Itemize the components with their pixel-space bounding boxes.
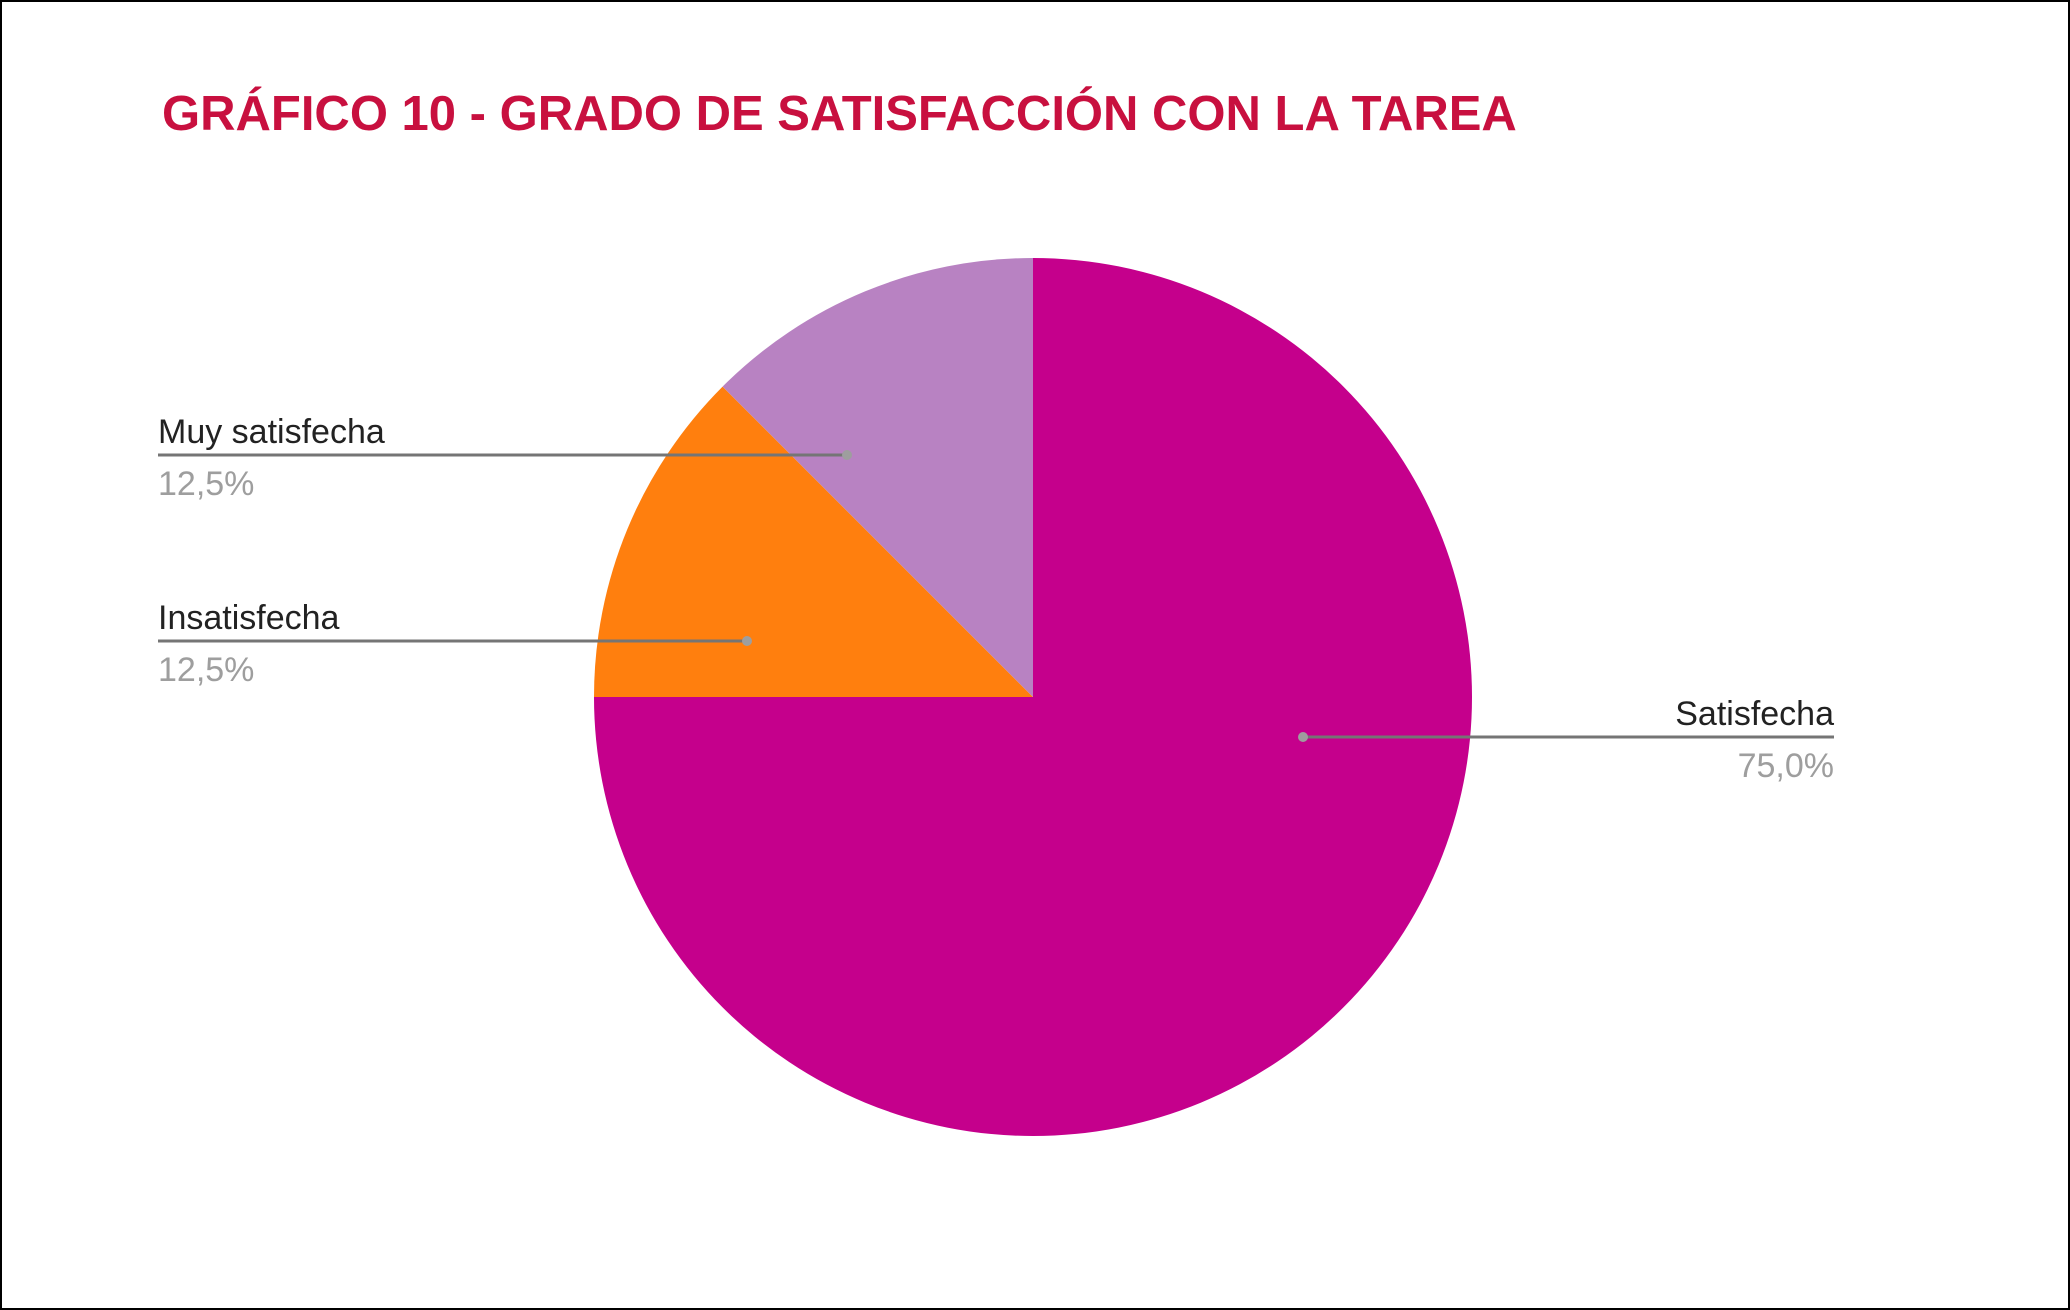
- leader-dot: [1298, 732, 1308, 742]
- slice-percentage: 12,5%: [158, 465, 254, 503]
- pie-slice-muy-satisfecha: [722, 258, 1033, 697]
- slice-label: Insatisfecha: [158, 599, 340, 637]
- chart-title: GRÁFICO 10 - GRADO DE SATISFACCIÓN CON L…: [162, 86, 1517, 141]
- slice-label: Satisfecha: [1675, 695, 1834, 733]
- leader-dot: [742, 636, 752, 646]
- slice-percentage: 75,0%: [1738, 747, 1834, 785]
- slice-label: Muy satisfecha: [158, 413, 385, 451]
- pie-slice-insatisfecha: [594, 386, 1033, 697]
- leader-dot: [842, 450, 852, 460]
- slice-percentage: 12,5%: [158, 651, 254, 689]
